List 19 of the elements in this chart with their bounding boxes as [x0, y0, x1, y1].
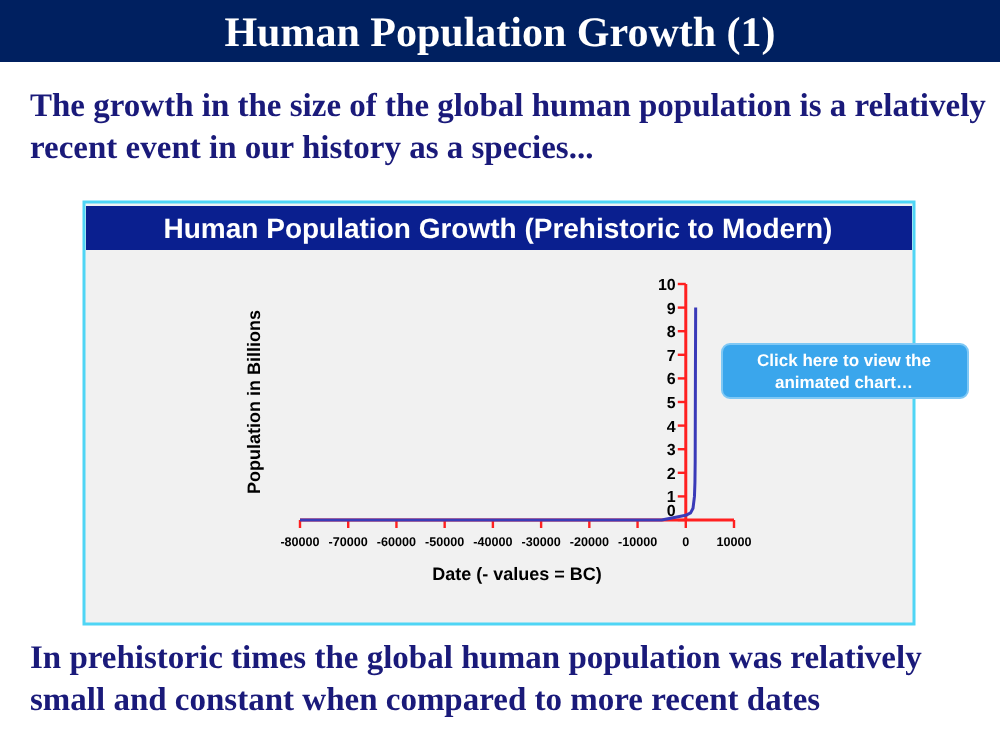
- x-axis-title: Date (- values = BC): [432, 564, 602, 584]
- text: In prehistoric times the global human population was relatively small and constant when compared to more recent dates: [30, 636, 924, 720]
- line-series: [298, 306, 698, 522]
- button: Click here to view the animated chart…: [721, 343, 969, 399]
- y-tick-label: 7: [666, 346, 677, 365]
- y-tick-label: 1: [666, 488, 677, 507]
- y-tick-label: 0: [666, 502, 677, 520]
- y-tick-label: 9: [666, 299, 677, 318]
- y-tick-label: 8: [666, 323, 677, 342]
- y-tick-label: 5: [666, 394, 677, 412]
- y-tick-label: 2: [666, 464, 677, 483]
- y-tick-label: 3: [666, 441, 677, 460]
- chart-title: Human Population Growth (Prehistoric to Modern): [163, 212, 833, 244]
- y-tick-label: 6: [666, 370, 677, 389]
- text: The growth in the size of the global human population is a relatively recent event in our history as a species...: [30, 84, 988, 168]
- y-axis-title: Population in Billions: [244, 310, 264, 494]
- text: Human Population Growth (1): [224, 8, 776, 56]
- y-tick-label: 4: [666, 417, 677, 436]
- y-tick-label: 10: [657, 276, 677, 294]
